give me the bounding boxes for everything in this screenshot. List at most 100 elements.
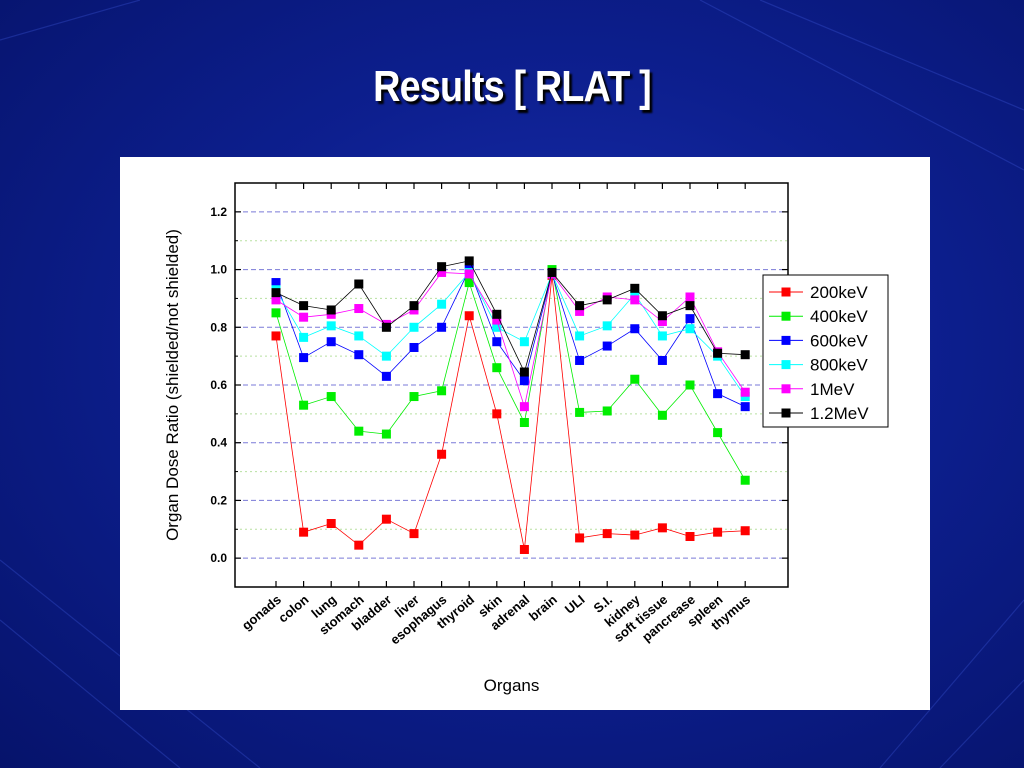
data-point-600keV — [713, 389, 723, 399]
legend-label: 400keV — [810, 307, 868, 326]
data-point-800keV — [354, 331, 364, 341]
data-point-600keV — [437, 322, 447, 332]
data-point-800keV — [492, 322, 502, 332]
data-point-800keV — [602, 321, 612, 331]
y-tick-label: 0.6 — [210, 378, 227, 392]
data-point-200keV — [381, 514, 391, 524]
data-point-200keV — [657, 523, 667, 533]
x-category-label: ULI — [562, 592, 588, 617]
data-point-400keV — [575, 407, 585, 417]
legend-marker — [781, 408, 791, 418]
x-axis-title: Organs — [484, 676, 540, 695]
data-point-600keV — [685, 314, 695, 324]
data-point-800keV — [519, 337, 529, 347]
series-line-1MeV — [275, 272, 746, 409]
data-point-400keV — [381, 429, 391, 439]
data-point-800keV — [630, 289, 640, 299]
data-point-1MeV — [271, 295, 281, 305]
data-point-1MeV — [685, 292, 695, 302]
data-point-200keV — [685, 532, 695, 541]
data-point-400keV — [740, 475, 750, 485]
data-point-600keV — [326, 337, 336, 347]
series-line-800keV — [275, 271, 746, 397]
series-line-600keV — [275, 268, 746, 408]
legend-label: 800keV — [810, 356, 868, 375]
data-point-1MeV — [464, 269, 474, 279]
data-point-600keV — [381, 371, 391, 381]
data-point-1MeV — [492, 315, 502, 325]
legend-label: 600keV — [810, 331, 868, 350]
data-point-600keV — [630, 324, 640, 334]
data-point-1.2MeV — [492, 309, 502, 319]
data-point-1.2MeV — [575, 301, 585, 311]
data-point-1.2MeV — [657, 311, 667, 321]
data-point-200keV — [713, 527, 723, 537]
data-point-1MeV — [299, 312, 309, 322]
data-point-200keV — [409, 529, 419, 539]
data-point-1.2MeV — [437, 262, 447, 272]
slide-title: Results [ RLAT ] — [373, 62, 652, 111]
y-tick-label: 0.8 — [210, 320, 227, 334]
data-point-400keV — [519, 418, 529, 428]
legend-marker — [781, 335, 791, 345]
data-point-600keV — [492, 337, 502, 347]
data-point-1.2MeV — [713, 348, 723, 358]
data-point-200keV — [602, 529, 612, 539]
data-point-400keV — [409, 392, 419, 402]
data-point-400keV — [271, 308, 281, 318]
data-point-600keV — [657, 355, 667, 365]
legend-box — [762, 274, 889, 428]
data-point-1.2MeV — [271, 288, 281, 298]
data-point-400keV — [492, 363, 502, 373]
legend-marker — [781, 360, 791, 370]
y-tick-label: 0.2 — [210, 493, 227, 507]
data-point-400keV — [326, 392, 336, 402]
data-point-800keV — [685, 324, 695, 334]
data-point-1MeV — [575, 306, 585, 316]
data-point-200keV — [740, 526, 750, 536]
data-point-1MeV — [657, 317, 667, 327]
data-point-200keV — [299, 527, 309, 537]
data-point-1.2MeV — [381, 322, 391, 332]
data-point-400keV — [602, 406, 612, 416]
y-tick-label: 1.2 — [210, 205, 227, 219]
series-line-1.2MeV — [275, 260, 746, 374]
y-tick-label: 0.0 — [210, 551, 227, 565]
data-point-200keV — [437, 449, 447, 459]
data-point-400keV — [685, 380, 695, 390]
data-point-800keV — [409, 322, 419, 332]
legend-label: 200keV — [810, 283, 868, 302]
data-point-800keV — [299, 332, 309, 342]
data-point-800keV — [575, 331, 585, 341]
data-point-600keV — [299, 353, 309, 363]
series-line-400keV — [275, 269, 746, 481]
data-point-600keV — [602, 341, 612, 351]
data-point-200keV — [354, 540, 364, 550]
data-point-1.2MeV — [354, 279, 364, 289]
data-point-200keV — [326, 519, 336, 529]
data-point-600keV — [740, 402, 750, 412]
legend-label: 1MeV — [810, 380, 855, 399]
data-point-1MeV — [630, 295, 640, 305]
data-point-1.2MeV — [547, 267, 557, 277]
data-point-1.2MeV — [409, 301, 419, 311]
data-point-800keV — [381, 351, 391, 361]
data-point-200keV — [492, 409, 502, 419]
data-point-1.2MeV — [740, 350, 750, 360]
y-tick-label: 1.0 — [210, 263, 227, 277]
data-point-400keV — [464, 278, 474, 288]
data-point-1MeV — [740, 387, 750, 397]
data-point-1.2MeV — [630, 283, 640, 293]
data-point-1MeV — [519, 402, 529, 412]
data-point-200keV — [630, 530, 640, 540]
data-point-1.2MeV — [519, 367, 529, 377]
data-point-400keV — [354, 426, 364, 436]
data-point-800keV — [657, 331, 667, 341]
data-point-800keV — [437, 299, 447, 309]
data-point-400keV — [437, 386, 447, 396]
data-point-200keV — [519, 544, 529, 554]
data-point-800keV — [326, 321, 336, 331]
data-point-1MeV — [354, 304, 364, 314]
y-axis-title: Organ Dose Ratio (shielded/not shielded) — [163, 229, 182, 541]
data-point-600keV — [519, 376, 529, 386]
